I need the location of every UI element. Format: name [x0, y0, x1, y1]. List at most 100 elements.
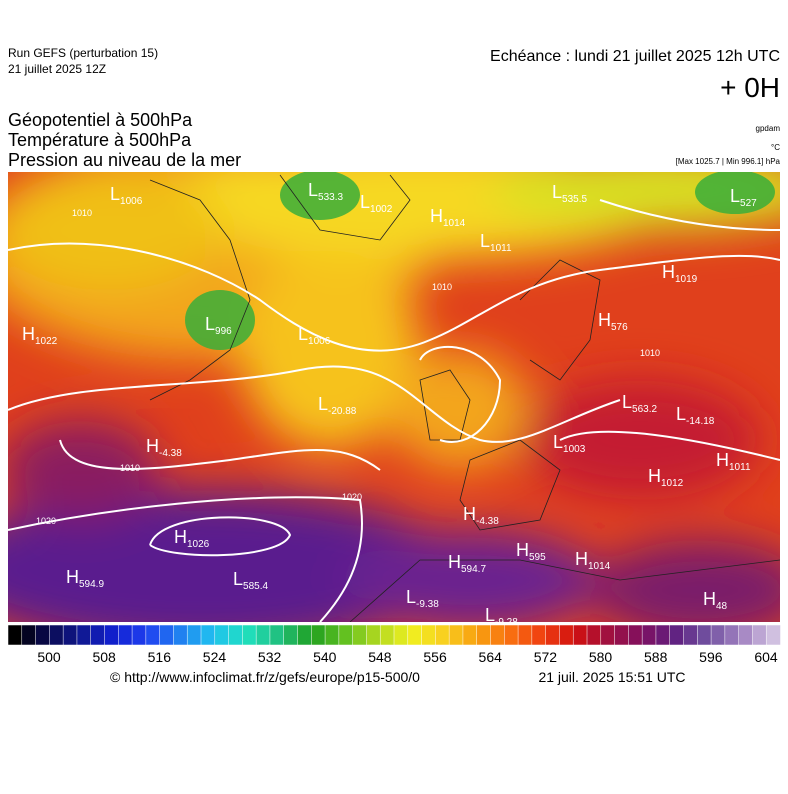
color-swatch [7, 624, 23, 646]
pressure-label: L-20.88 [318, 394, 357, 417]
label-value: -4.38 [159, 448, 182, 459]
label-value: 576 [611, 322, 628, 333]
low-core [280, 172, 360, 220]
echeance: Echéance : lundi 21 juillet 2025 12h UTC [490, 48, 780, 65]
label-value: 48 [716, 601, 728, 612]
label-value: 996 [215, 326, 232, 337]
offset: + 0H [720, 72, 780, 103]
label-letter: H [174, 527, 187, 547]
low-core [185, 290, 255, 350]
pressure-label: L1011 [480, 231, 512, 254]
color-swatch [559, 624, 574, 646]
color-swatch [379, 624, 395, 646]
label-value: 1006 [308, 336, 331, 347]
label-letter: L [308, 180, 318, 200]
color-swatch [462, 624, 478, 646]
color-swatch [324, 624, 340, 646]
label-value: 594.9 [79, 579, 104, 590]
color-swatch [490, 624, 506, 646]
unit: gpdam [756, 124, 781, 133]
label-letter: H [146, 436, 159, 456]
run: Run GEFS (perturbation 15) [8, 46, 158, 60]
pressure-label: H-4.38 [463, 504, 499, 527]
colorbar-tick-label: 508 [92, 649, 116, 665]
color-swatch [724, 624, 740, 646]
pressure-label: H1012 [648, 466, 684, 489]
contour-label: 1020 [36, 516, 56, 526]
label-letter: H [662, 262, 675, 282]
title: Température à 500hPa [8, 130, 192, 150]
color-swatch [600, 624, 616, 646]
color-swatch [186, 624, 202, 646]
color-swatch [21, 624, 37, 646]
color-swatch [614, 624, 630, 646]
title: Géopotentiel à 500hPa [8, 110, 193, 130]
pressure-label: H1014 [575, 549, 611, 572]
color-swatch [586, 624, 602, 646]
color-swatch [311, 624, 326, 646]
color-swatch [255, 624, 271, 646]
colorbar-tick-label: 596 [699, 649, 723, 665]
pressure-label: L1006 [298, 324, 331, 347]
label-value: 1022 [35, 336, 58, 347]
label-letter: L [233, 569, 243, 589]
label-value: 594.7 [461, 564, 486, 575]
colorbar-tick-label: 604 [754, 649, 778, 665]
label-letter: H [598, 310, 611, 330]
label-value: -14.18 [686, 416, 715, 427]
pressure-label: L563.2 [622, 392, 657, 415]
color-swatch [435, 624, 450, 646]
timestamp: 21 juil. 2025 15:51 UTC [538, 669, 685, 685]
color-swatch [131, 624, 147, 646]
coastlines [149, 174, 780, 622]
run-date: 21 juillet 2025 12Z [8, 62, 106, 76]
colorbar-tick-label: 548 [368, 649, 392, 665]
label-value: 1014 [443, 218, 466, 229]
colorbar-tick-label: 500 [37, 649, 61, 665]
color-swatch [476, 624, 492, 646]
color-swatch [145, 624, 161, 646]
label-letter: H [430, 206, 443, 226]
color-swatch [545, 624, 561, 646]
pressure-label: L1006 [110, 184, 143, 207]
label-value: 1026 [187, 539, 210, 550]
pressure-label: L996 [205, 314, 232, 337]
color-swatch [765, 624, 781, 646]
label-letter: L [552, 182, 562, 202]
label-letter: H [22, 324, 35, 344]
label-value: 1003 [563, 444, 586, 455]
color-swatch [655, 624, 671, 646]
label-letter: L [298, 324, 308, 344]
label-value: 585.4 [243, 581, 268, 592]
contour-label: 1010 [72, 208, 92, 218]
color-swatch [421, 624, 437, 646]
color-swatch [35, 624, 51, 646]
color-swatch [407, 624, 423, 646]
pressure-label: L527 [730, 186, 757, 209]
label-value: 1014 [588, 561, 611, 572]
label-letter: H [648, 466, 661, 486]
low-core [695, 172, 775, 214]
color-swatch [90, 624, 106, 646]
color-swatch [104, 624, 120, 646]
contour-label: 1010 [640, 348, 660, 358]
colorbar-tick-label: 588 [644, 649, 668, 665]
colorbar-tick-label: 540 [313, 649, 337, 665]
color-swatch [710, 624, 726, 646]
label-value: 563.2 [632, 404, 657, 415]
color-swatch [366, 624, 381, 646]
label-letter: L [676, 404, 686, 424]
label-letter: L [622, 392, 632, 412]
color-swatch [76, 624, 92, 646]
color-swatch [269, 624, 285, 646]
pressure-label: L-9.38 [406, 587, 439, 610]
label-value: 1012 [661, 478, 684, 489]
color-swatch [242, 624, 257, 646]
color-swatch [214, 624, 230, 646]
label-value: 1006 [120, 196, 143, 207]
contour-label: 1020 [342, 492, 362, 502]
label-value: 1002 [370, 204, 393, 215]
map [8, 172, 780, 622]
